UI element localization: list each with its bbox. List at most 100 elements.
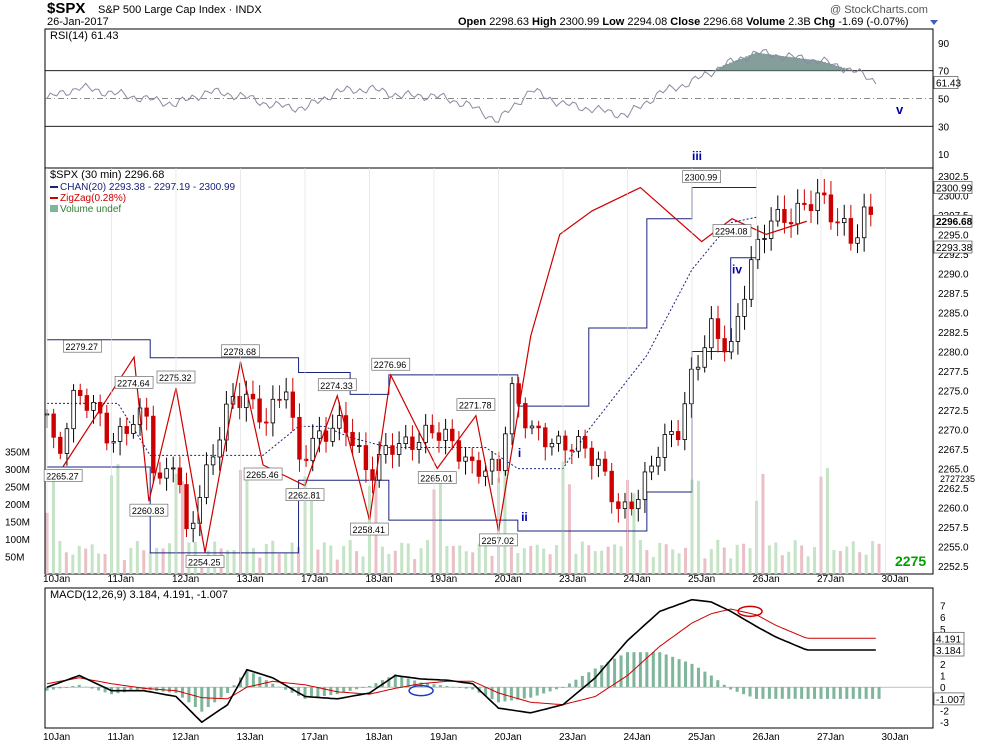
volume-bar xyxy=(845,546,849,574)
macd-histogram-bar xyxy=(426,683,430,688)
volume-bar xyxy=(471,552,475,574)
bullish-cross-marker xyxy=(408,684,434,697)
volume-bar xyxy=(232,549,236,574)
macd-histogram-bar xyxy=(329,687,333,696)
macd-histogram-bar xyxy=(729,687,733,690)
price-annotation: 2276.96 xyxy=(374,360,407,370)
candle-body xyxy=(217,439,222,458)
macd-histogram-bar xyxy=(703,671,707,688)
candle-body xyxy=(264,421,269,424)
macd-histogram-bar xyxy=(838,687,842,699)
price-label: $SPX (30 min) 2296.68 xyxy=(50,169,164,181)
volume-bar xyxy=(484,541,488,574)
price-annotation-box xyxy=(63,339,102,353)
volume-tick-label: 100M xyxy=(5,535,30,546)
candle-body xyxy=(383,445,389,455)
price-annotation-box xyxy=(114,376,154,389)
candle-body xyxy=(58,436,63,454)
macd-histogram-bar xyxy=(226,687,230,693)
candle-body xyxy=(257,398,262,423)
wave-label: iii xyxy=(692,149,702,163)
macd-histogram-bar xyxy=(77,684,81,688)
volume-bar xyxy=(658,542,662,574)
candle-body xyxy=(649,465,654,473)
volume-bar xyxy=(90,544,94,574)
price-tick-label: 2265.0 xyxy=(938,465,969,476)
rsi-tick-label: 30 xyxy=(938,122,950,133)
volume-bar xyxy=(838,551,842,574)
candle-body xyxy=(469,456,475,461)
candle-body xyxy=(450,428,455,442)
volume-bar xyxy=(58,540,62,574)
volume-bar xyxy=(677,553,681,574)
volume-tick-label: 150M xyxy=(5,518,30,529)
volume-bar xyxy=(748,548,752,574)
macd-histogram-bar xyxy=(51,687,55,690)
candle-body xyxy=(244,393,249,409)
macd-histogram-bar xyxy=(638,652,642,688)
candle-body xyxy=(709,318,714,349)
bearish-cross-marker xyxy=(737,605,763,618)
macd-x-tick-label: 10Jan xyxy=(43,732,70,743)
candle-body xyxy=(157,472,163,479)
volume-bar xyxy=(438,476,442,574)
volume-bar xyxy=(477,543,481,574)
candle-body xyxy=(303,458,309,462)
candle-body xyxy=(576,436,581,452)
macd-histogram-bar xyxy=(251,673,255,688)
candle-body xyxy=(337,415,342,429)
volume-bar xyxy=(226,550,230,574)
volume-bar xyxy=(329,545,333,574)
volume-bar xyxy=(684,547,688,574)
volume-bar xyxy=(813,547,817,574)
candle-body xyxy=(782,209,787,223)
x-tick-label: 23Jan xyxy=(559,574,586,585)
macd-tick-label: 0 xyxy=(940,683,946,694)
macd-histogram-bar xyxy=(284,687,288,690)
candle-body xyxy=(842,218,847,224)
macd-histogram-bar xyxy=(335,687,339,695)
volume-bar xyxy=(548,554,552,574)
macd-histogram-bar xyxy=(497,687,500,703)
price-annotation-box xyxy=(317,378,357,392)
macd-x-tick-label: 18Jan xyxy=(366,732,393,743)
rsi-last-value: 61.43 xyxy=(936,79,961,90)
price-last-value: 2300.99 xyxy=(936,184,973,195)
price-last-value: 2293.38 xyxy=(936,243,973,254)
macd-histogram-bar xyxy=(368,686,371,688)
candle-body xyxy=(669,431,674,435)
macd-histogram-bar xyxy=(193,687,197,707)
candle-body xyxy=(423,424,428,443)
volume-last-value: 2727235 xyxy=(940,474,975,484)
macd-histogram-bar xyxy=(806,687,810,699)
volume-bar xyxy=(103,554,107,574)
macd-tick-label: -2 xyxy=(940,707,949,718)
volume-bar xyxy=(761,473,765,574)
candle-body xyxy=(682,403,687,441)
volume-bar xyxy=(567,484,571,574)
price-tick-label: 2285.0 xyxy=(938,308,969,319)
candle-body xyxy=(795,202,800,225)
candle-body xyxy=(463,456,468,462)
macd-histogram-bar xyxy=(793,687,797,699)
macd-histogram-bar xyxy=(135,687,139,691)
volume-bar xyxy=(309,497,313,574)
watermark: @ StockCharts.com xyxy=(830,4,928,16)
chg-dropdown-icon[interactable] xyxy=(930,20,938,25)
rsi-tick-label: 50 xyxy=(938,95,950,106)
macd-histogram-bar xyxy=(677,659,681,688)
macd-histogram-bar xyxy=(290,687,294,693)
volume-bar xyxy=(51,470,55,574)
macd-histogram-bar xyxy=(613,658,617,688)
price-annotation: 2294.08 xyxy=(715,227,748,237)
volume-tick-label: 200M xyxy=(5,500,30,511)
macd-histogram-bar xyxy=(206,687,210,707)
macd-histogram-bar xyxy=(871,687,875,699)
price-layer: 2252.5 2255.0 2257.5 2260.0 2262.5 2265.0 2267… xyxy=(5,149,975,574)
macd-histogram-bar xyxy=(503,687,507,702)
candle-body xyxy=(702,347,707,368)
volume-bar xyxy=(793,540,797,574)
wave-label: i xyxy=(518,446,521,460)
x-tick-label: 30Jan xyxy=(882,574,909,585)
volume-bar xyxy=(64,552,68,574)
